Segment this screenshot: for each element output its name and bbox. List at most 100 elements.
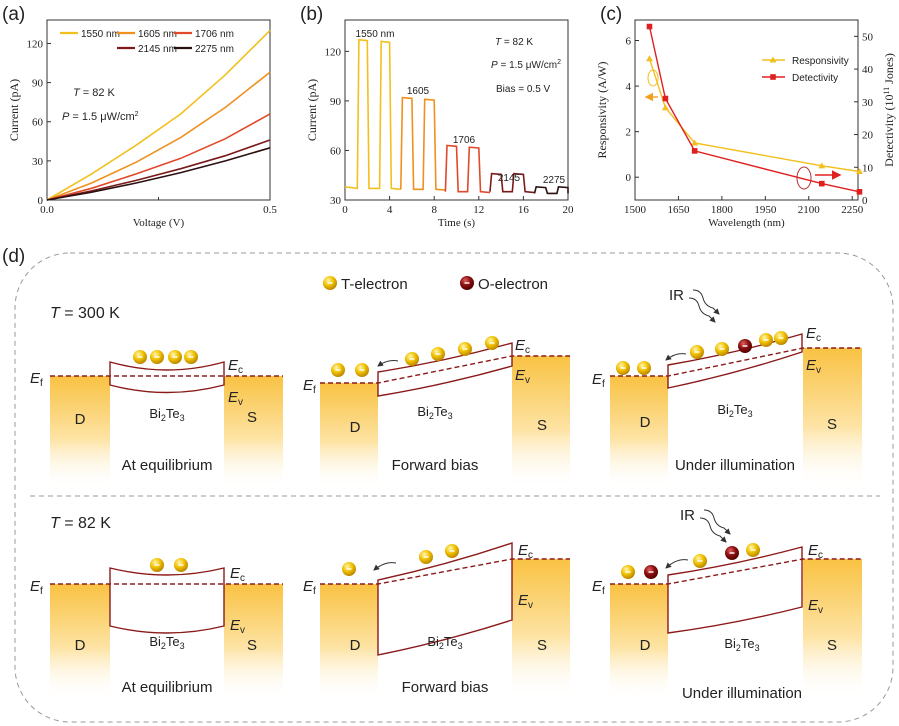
pulse-trace-3 — [489, 172, 535, 194]
triangle-marker — [818, 162, 826, 169]
text-span: = 82 K — [80, 87, 116, 99]
x-tick-label: 2250 — [841, 204, 864, 216]
material-label: Bi2Te3 — [149, 634, 184, 651]
x-tick-label: 1650 — [667, 204, 690, 216]
bi2te3-band — [667, 546, 803, 634]
diagram-caption: At equilibrium — [122, 457, 213, 474]
square-marker — [818, 180, 825, 187]
source-contact — [224, 584, 283, 700]
triangle-marker — [769, 56, 777, 63]
ir-light-arrow-icon — [703, 509, 731, 535]
y-tick-label: 30 — [330, 195, 342, 207]
text-span: T — [73, 87, 81, 99]
legend-label: 2275 nm — [195, 44, 234, 55]
source-label: S — [247, 409, 257, 426]
diagram-caption: Under illumination — [682, 685, 802, 702]
text-span: 2 — [429, 411, 434, 421]
text-span: c — [528, 550, 533, 561]
t-electron-icon — [342, 562, 356, 576]
x-tick-label: 4 — [387, 204, 393, 216]
panel-a-iv-curves: (a) 0.0 0.5 0 30 60 90 120 Voltage (V) Current (p… — [2, 4, 277, 229]
text-span: c — [240, 573, 245, 584]
text-span: E — [515, 337, 526, 354]
source-contact — [803, 559, 862, 700]
text-span: f — [313, 385, 316, 396]
series-line-2275-nm — [46, 147, 271, 201]
text-span: c — [525, 345, 530, 356]
text-span: Te — [741, 636, 755, 651]
drain-label: D — [640, 414, 651, 431]
text-span: 2 — [557, 59, 561, 66]
text-span: T — [50, 305, 61, 322]
energy-label-Ef: Ef — [592, 371, 605, 390]
y-axis-label: Current (pA) — [305, 79, 319, 141]
energy-label-Ec: Ec — [228, 357, 243, 376]
legend-label: Responsivity — [792, 56, 849, 67]
ir-light-arrow-icon — [699, 517, 727, 543]
energy-label-Ec: Ec — [518, 542, 533, 561]
fermi-level-line — [610, 347, 862, 377]
text-span: T — [50, 515, 61, 532]
y-axis-label: Responsivity (A/W) — [595, 62, 609, 159]
text-span: E — [230, 565, 241, 582]
panel-label-c: (c) — [600, 4, 622, 25]
plot-frame — [634, 19, 859, 201]
t-electron-icon — [419, 550, 433, 564]
series-label: 1605 — [407, 86, 430, 97]
text-span: Jones) — [882, 53, 896, 87]
text-span: E — [303, 578, 314, 595]
series-line-1605-nm — [46, 71, 271, 201]
y-tick-label: 60 — [32, 117, 44, 129]
x-tick-label: 0 — [342, 204, 348, 216]
drain-label: D — [75, 637, 86, 654]
material-label: Bi2Te3 — [417, 404, 452, 421]
y-right-tick-label: 20 — [862, 130, 874, 142]
text-span: v — [818, 605, 823, 616]
source-label: S — [537, 637, 547, 654]
text-span: 3 — [180, 641, 185, 651]
ir-label: IR — [680, 507, 695, 524]
temperature-label: T = 300 K — [50, 305, 120, 322]
diagram-caption: Forward bias — [402, 679, 489, 696]
o-electron-icon — [644, 565, 658, 579]
text-span: E — [303, 377, 314, 394]
source-contact — [224, 376, 283, 490]
energy-label-Ec: Ec — [230, 565, 245, 584]
text-span: 3 — [448, 411, 453, 421]
text-span: 2 — [439, 641, 444, 651]
source-contact — [512, 559, 570, 700]
x-tick-label: 20 — [563, 204, 575, 216]
t-electron-icon — [774, 331, 788, 345]
y-tick-label: 90 — [32, 78, 44, 90]
text-span: f — [602, 586, 605, 597]
text-span: E — [518, 542, 529, 559]
energy-label-Ef: Ef — [303, 578, 316, 597]
source-label: S — [827, 637, 837, 654]
t-electron-icon — [133, 350, 147, 364]
material-label: Bi2Te3 — [149, 406, 184, 423]
t-electron-icon — [405, 352, 419, 366]
dashed-frame — [14, 252, 894, 723]
text-span: E — [806, 325, 817, 342]
y-tick-label: 90 — [330, 96, 342, 108]
text-span: T — [495, 37, 502, 48]
y-tick-label: 60 — [330, 145, 342, 157]
annotation-power: P = 1.5 μW/cm2 — [62, 111, 139, 123]
text-span: Te — [166, 406, 180, 421]
electron-flow-arrow-icon — [665, 353, 687, 361]
triangle-marker — [855, 168, 863, 175]
square-marker — [770, 74, 776, 80]
t-electron-icon — [715, 342, 729, 356]
x-tick-label: 1500 — [624, 204, 647, 216]
x-tick-label: 12 — [473, 204, 484, 216]
series-line-1550-nm — [46, 29, 271, 201]
drain-contact — [610, 376, 668, 490]
series-line-1706-nm — [46, 113, 271, 201]
drain-contact — [320, 383, 378, 490]
text-span: c — [238, 365, 243, 376]
source-label: S — [537, 417, 547, 434]
text-span: 3 — [458, 641, 463, 651]
x-tick-label: 1950 — [754, 204, 777, 216]
y-right-tick-label: 30 — [862, 97, 874, 109]
t-electron-icon — [174, 558, 188, 572]
